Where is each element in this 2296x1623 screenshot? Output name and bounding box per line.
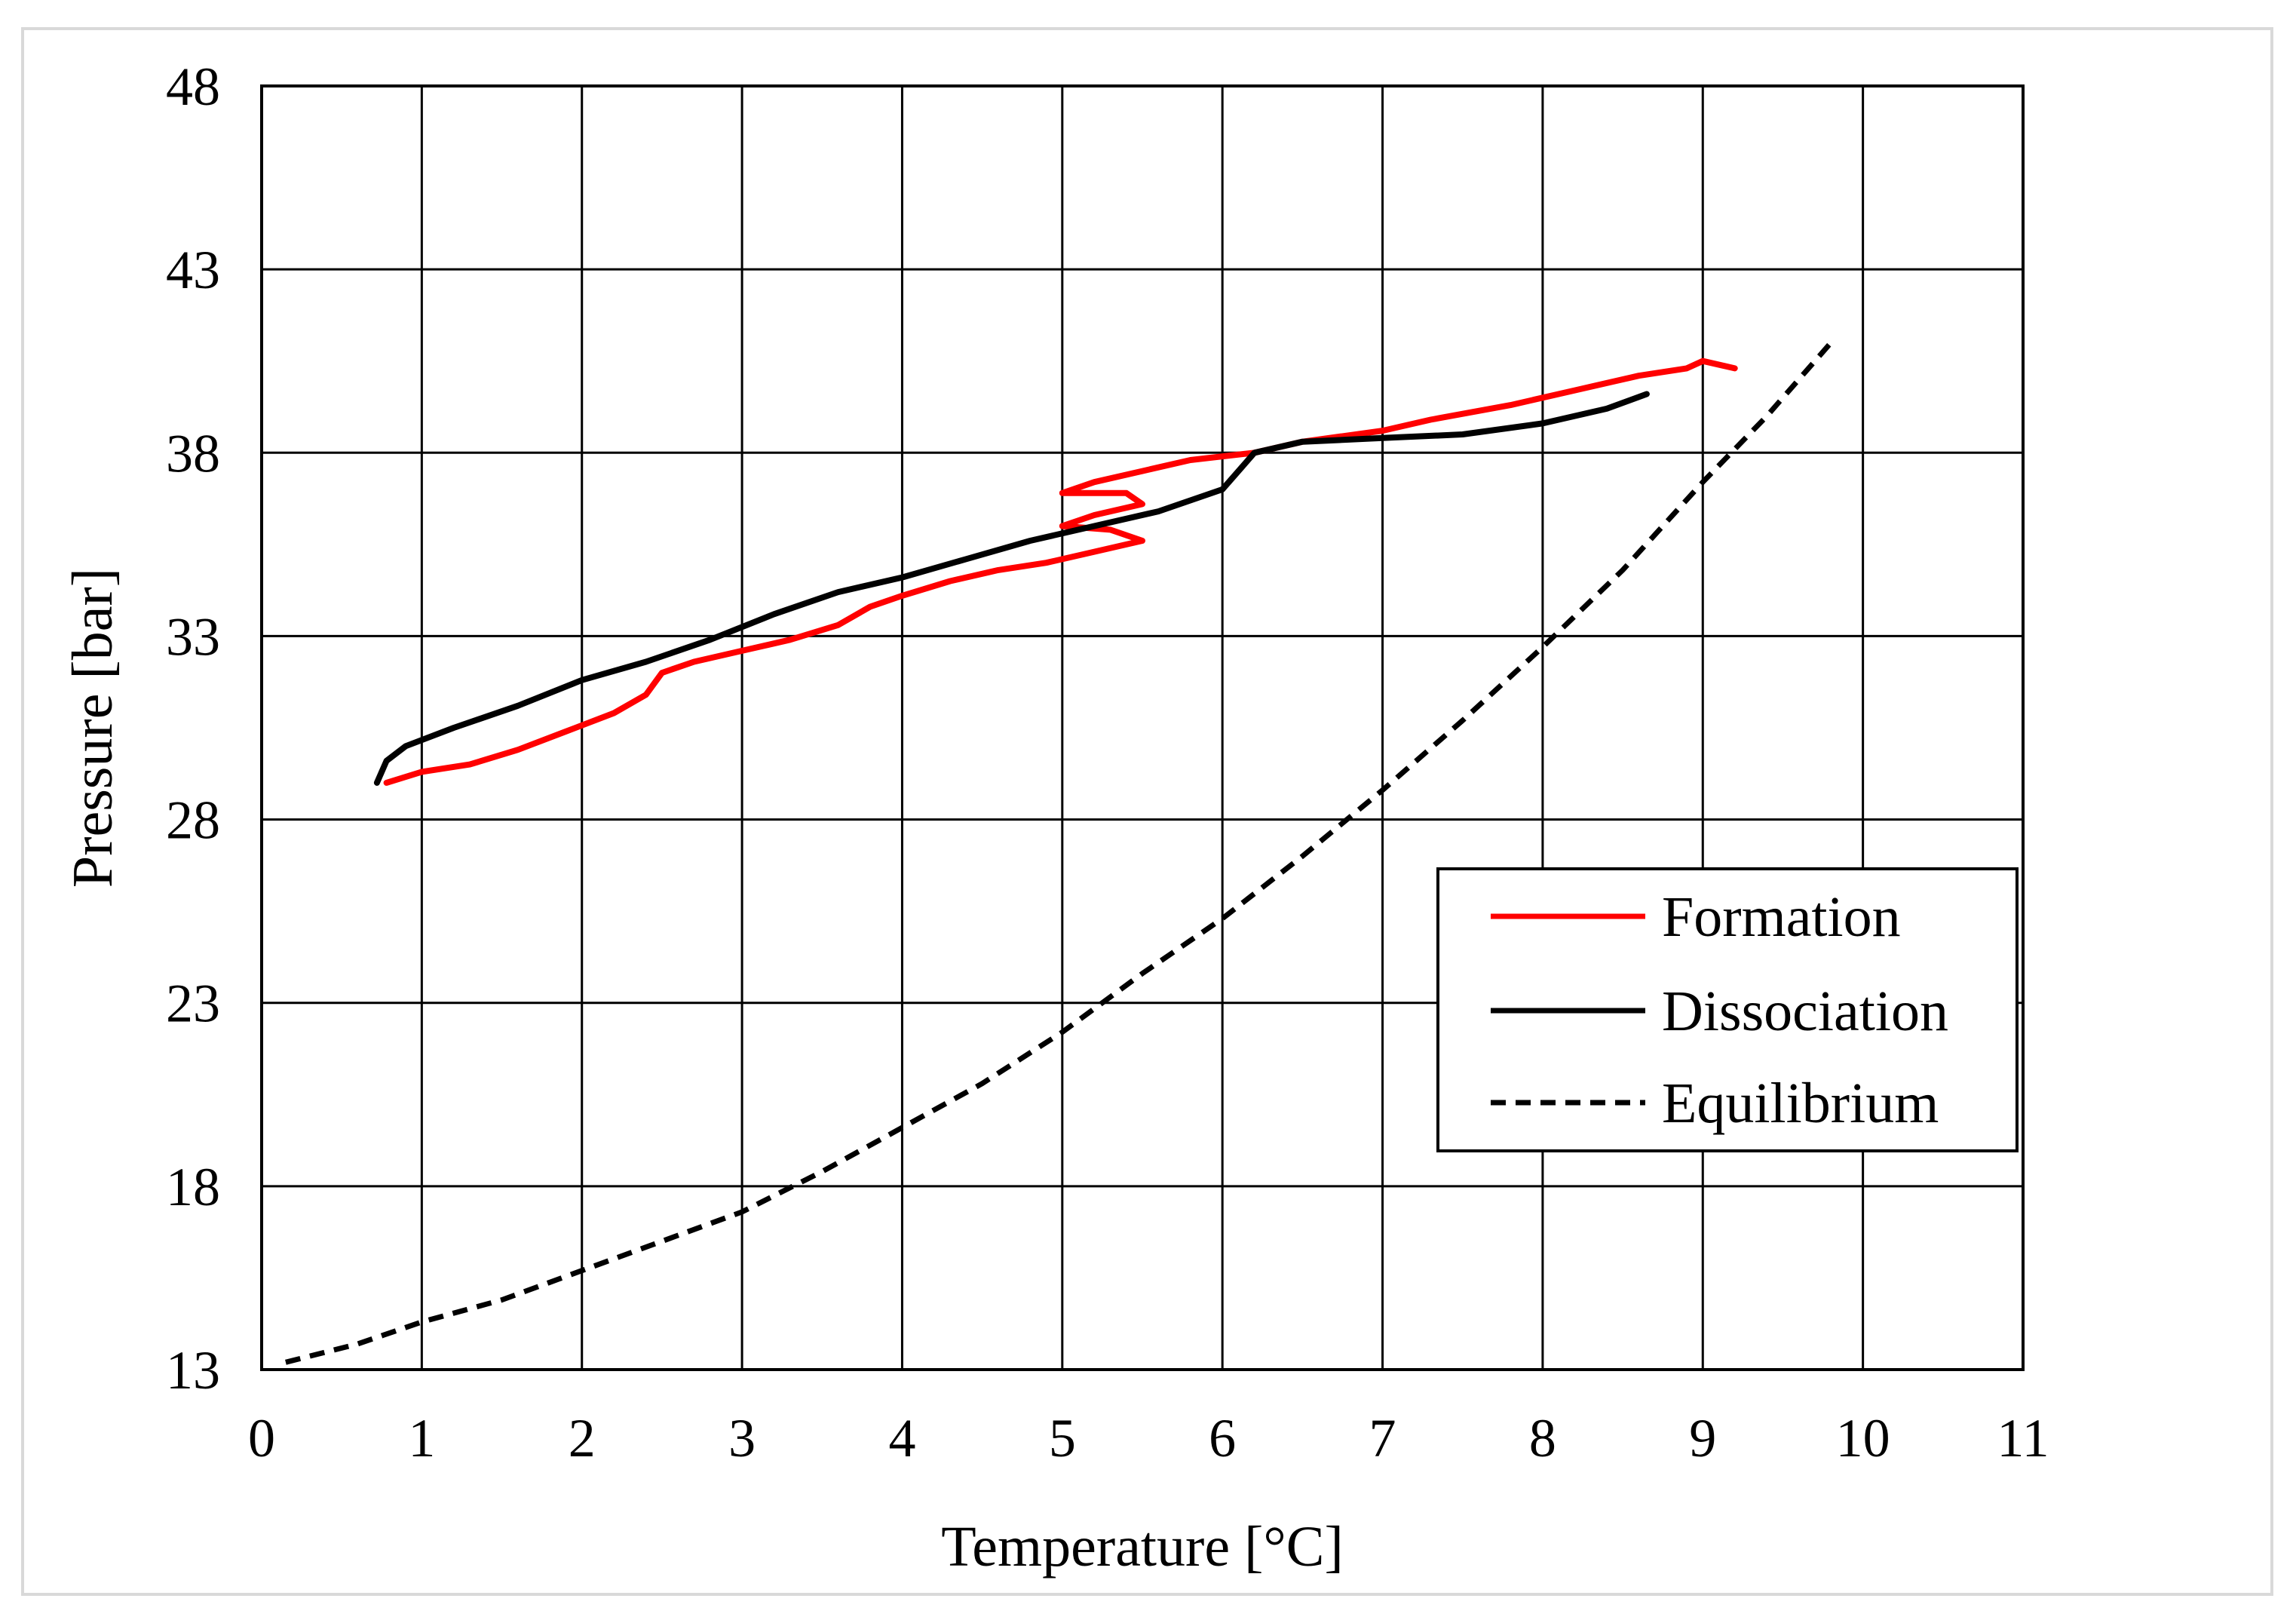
series-line-dissociation	[373, 391, 1650, 786]
plot-area-border	[260, 84, 2025, 1371]
legend-label-formation: Formation	[1662, 885, 1901, 949]
legend-label-equilibrium: Equilibrium	[1662, 1072, 1939, 1135]
x-tick-label: 3	[728, 1408, 756, 1468]
x-tick-label: 9	[1689, 1408, 1716, 1468]
y-tick-label: 43	[166, 240, 220, 300]
y-tick-labels: 13 18 23 28 33 38 43 48	[166, 57, 220, 1401]
y-tick-label: 48	[166, 57, 220, 117]
x-tick-label: 6	[1209, 1408, 1236, 1468]
y-tick-label: 38	[166, 423, 220, 483]
series-layer	[285, 341, 1833, 1365]
x-tick-label: 11	[1997, 1408, 2049, 1468]
legend: Formation Dissociation Equilibrium	[1436, 867, 2019, 1152]
series-line-equilibrium	[285, 341, 1833, 1365]
x-tick-label: 10	[1836, 1408, 1890, 1468]
y-tick-label: 28	[166, 790, 220, 851]
y-tick-label: 13	[166, 1340, 220, 1401]
x-tick-label: 4	[888, 1408, 915, 1468]
y-tick-label: 23	[166, 974, 220, 1034]
y-tick-label: 33	[166, 606, 220, 667]
grid-lines	[260, 84, 2025, 1371]
y-tick-label: 18	[166, 1157, 220, 1217]
x-axis-title: Temperature [°C]	[941, 1515, 1344, 1579]
y-axis-title: Pressure [bar]	[61, 568, 124, 888]
series-line-formation	[383, 357, 1738, 786]
x-tick-label: 2	[569, 1408, 596, 1468]
x-tick-label: 5	[1049, 1408, 1076, 1468]
chart-frame: 0 1 2 3 4 5 6 7 8 9 10 11 13 18 23 28 33 38 43 48 Temperat…	[21, 27, 2273, 1596]
x-tick-label: 0	[248, 1408, 275, 1468]
x-tick-label: 8	[1529, 1408, 1556, 1468]
x-tick-label: 1	[408, 1408, 435, 1468]
x-tick-labels: 0 1 2 3 4 5 6 7 8 9 10 11	[248, 1408, 2049, 1468]
x-tick-label: 7	[1369, 1408, 1396, 1468]
legend-label-dissociation: Dissociation	[1662, 980, 1948, 1043]
